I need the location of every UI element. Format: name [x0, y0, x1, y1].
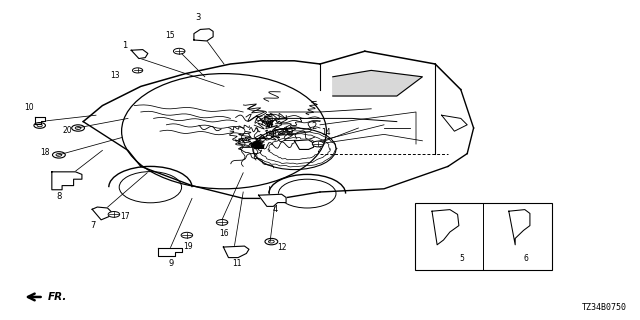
- Polygon shape: [223, 246, 249, 258]
- Text: 12: 12: [277, 243, 287, 252]
- Text: FR.: FR.: [48, 292, 67, 302]
- Text: 4: 4: [273, 205, 278, 214]
- Polygon shape: [131, 50, 148, 59]
- Polygon shape: [92, 207, 111, 220]
- Text: 11: 11: [232, 259, 241, 268]
- Polygon shape: [294, 140, 314, 149]
- Polygon shape: [259, 194, 286, 206]
- Text: 13: 13: [111, 71, 120, 80]
- Text: 15: 15: [164, 31, 175, 40]
- Text: 2: 2: [311, 122, 316, 131]
- Text: 17: 17: [120, 212, 130, 221]
- Text: TZ34B0750: TZ34B0750: [582, 303, 627, 312]
- Polygon shape: [158, 248, 182, 256]
- Text: 5: 5: [460, 254, 465, 263]
- Text: 19: 19: [183, 242, 193, 251]
- Circle shape: [216, 220, 228, 225]
- Text: 9: 9: [169, 259, 174, 268]
- Circle shape: [312, 141, 324, 147]
- Polygon shape: [509, 210, 530, 245]
- Text: 8: 8: [57, 192, 62, 201]
- Text: 20: 20: [62, 126, 72, 135]
- Polygon shape: [442, 115, 467, 131]
- Text: 10: 10: [24, 103, 34, 112]
- Text: 1: 1: [122, 41, 127, 50]
- Circle shape: [173, 48, 185, 54]
- Text: 7: 7: [90, 221, 95, 230]
- Polygon shape: [52, 172, 82, 190]
- Polygon shape: [35, 117, 45, 124]
- Bar: [415, 203, 552, 270]
- Circle shape: [108, 212, 120, 217]
- Circle shape: [132, 68, 143, 73]
- Text: 16: 16: [219, 229, 229, 238]
- Text: 3: 3: [196, 13, 201, 22]
- Text: 14: 14: [321, 128, 332, 137]
- Polygon shape: [194, 29, 213, 41]
- Text: 6: 6: [524, 254, 529, 263]
- Polygon shape: [432, 210, 459, 245]
- Circle shape: [181, 232, 193, 238]
- Polygon shape: [333, 70, 422, 96]
- Text: 18: 18: [40, 148, 50, 157]
